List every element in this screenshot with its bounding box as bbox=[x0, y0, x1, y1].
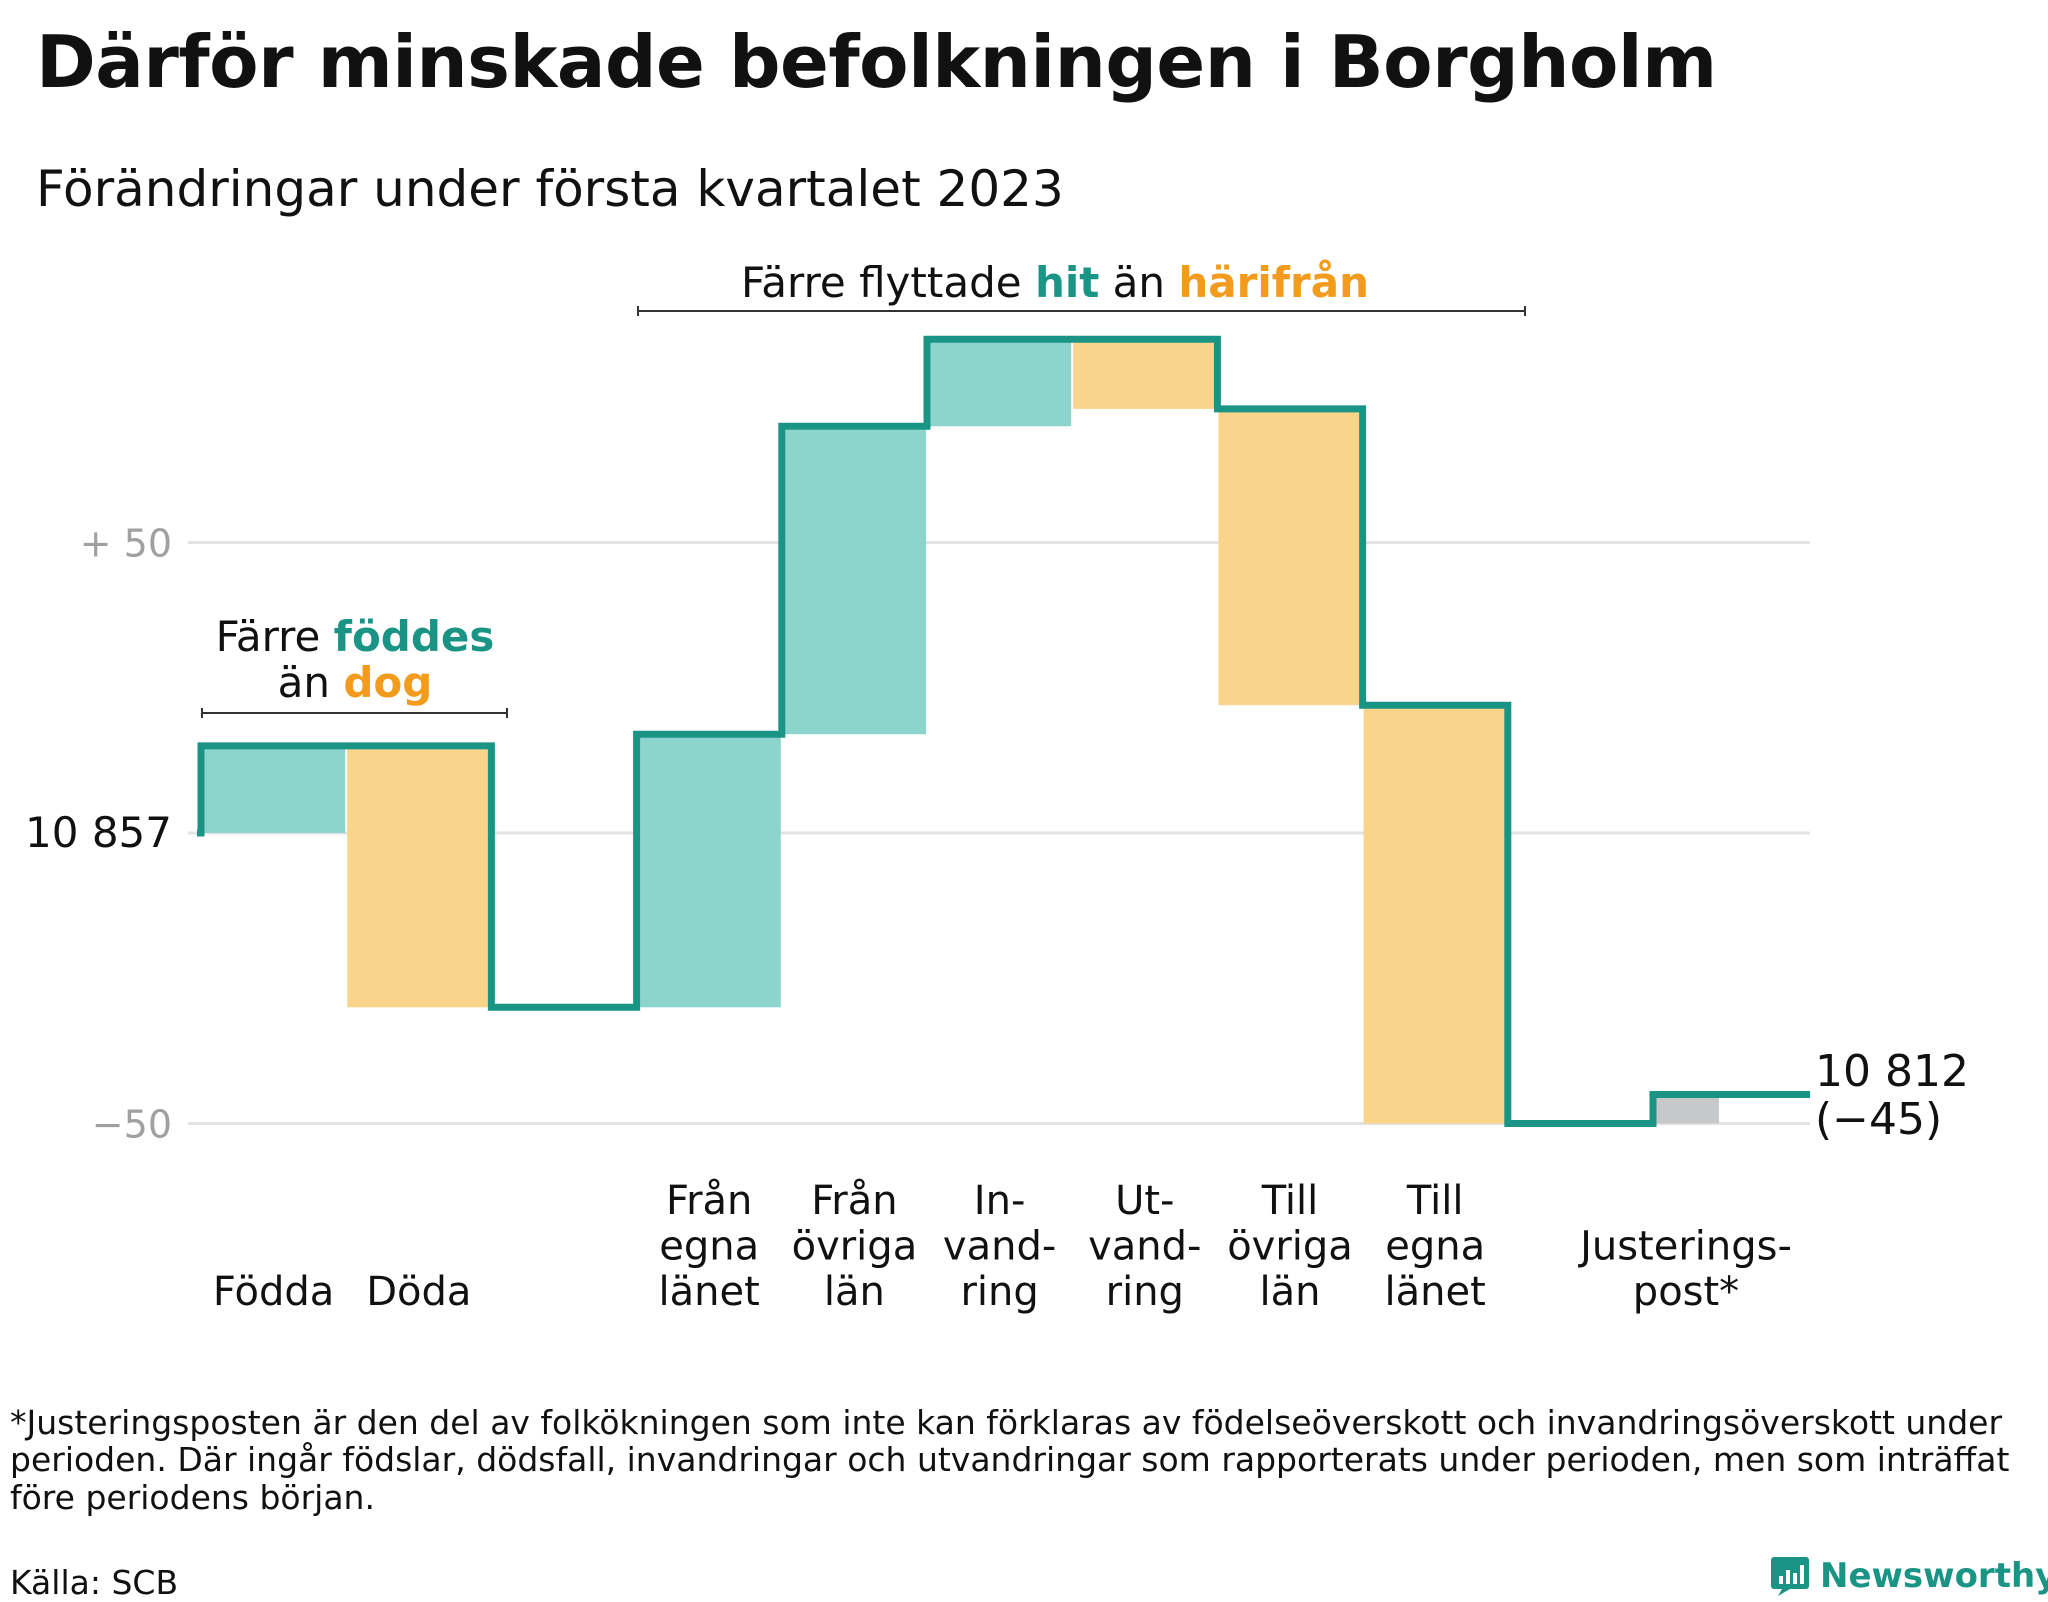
bar-decrease bbox=[1363, 705, 1507, 1124]
bar-increase bbox=[928, 339, 1072, 427]
x-tick-label: Döda bbox=[366, 1269, 471, 1315]
x-tick-label: länet bbox=[659, 1269, 760, 1315]
births-bracket bbox=[201, 708, 508, 718]
y-tick-label: + 50 bbox=[80, 522, 172, 566]
bar-increase bbox=[202, 745, 346, 833]
x-tick-label: Ut- bbox=[1115, 1178, 1174, 1224]
y-tick-label: 10 857 bbox=[25, 808, 172, 857]
bar-increase bbox=[637, 734, 781, 1008]
moves-bracket bbox=[637, 306, 1526, 316]
x-tick-label: ring bbox=[960, 1269, 1038, 1315]
x-tick-label: Från bbox=[666, 1178, 752, 1224]
source-credit: Källa: SCB bbox=[10, 1563, 179, 1602]
x-tick-label: egna bbox=[659, 1224, 759, 1270]
brand-logo: Newsworthy bbox=[1770, 1556, 2048, 1596]
x-tick-label: egna bbox=[1385, 1224, 1485, 1270]
x-tick-label: vand- bbox=[1088, 1224, 1201, 1270]
x-tick-label: Till bbox=[1406, 1178, 1464, 1224]
births-annotation: Färre föddes än dog bbox=[201, 612, 508, 718]
bars bbox=[202, 339, 1719, 1124]
x-tick-label: länet bbox=[1385, 1269, 1486, 1315]
y-axis-labels: + 50 10 857 −50 bbox=[25, 522, 172, 1147]
x-tick-label: Till bbox=[1261, 1178, 1319, 1224]
footnote: *Justeringsposten är den del av folkökni… bbox=[10, 1403, 2010, 1517]
x-tick-label: In- bbox=[974, 1178, 1026, 1224]
y-tick-label: −50 bbox=[92, 1103, 172, 1147]
bar-decrease bbox=[1073, 339, 1217, 409]
x-axis-labels: Födda DödaFrånegnalänetFrånövrigalänIn-va… bbox=[213, 1178, 1792, 1315]
end-change: (−45) bbox=[1815, 1094, 1942, 1145]
moves-annotation: Färre flyttade hit än härifrån bbox=[637, 258, 1526, 316]
chart-subtitle: Förändringar under första kvartalet 2023 bbox=[36, 160, 1064, 218]
x-tick-label: övriga bbox=[792, 1224, 918, 1270]
x-tick-label: Justerings- bbox=[1577, 1224, 1792, 1270]
x-tick-label: län bbox=[824, 1269, 885, 1315]
bar-adjustment bbox=[1654, 1094, 1719, 1124]
end-value-label: 10 812 (−45) bbox=[1815, 1046, 1969, 1145]
x-tick-label: Från bbox=[811, 1178, 897, 1224]
x-tick-label: övriga bbox=[1227, 1224, 1353, 1270]
x-tick-label: post* bbox=[1633, 1269, 1739, 1315]
x-tick-label: ring bbox=[1106, 1269, 1184, 1315]
x-tick-label: Födda bbox=[213, 1269, 334, 1315]
bar-decrease bbox=[1218, 408, 1362, 706]
moves-annotation-text: Färre flyttade hit än härifrån bbox=[741, 258, 1369, 307]
x-tick-label: län bbox=[1260, 1269, 1321, 1315]
newsworthy-logo-icon bbox=[1771, 1557, 1809, 1596]
bar-increase bbox=[782, 426, 926, 735]
chart-title: Därför minskade befolkningen i Borgholm bbox=[36, 20, 1717, 104]
end-value: 10 812 bbox=[1815, 1046, 1969, 1097]
brand-name: Newsworthy bbox=[1820, 1556, 2048, 1596]
x-tick-label: vand- bbox=[943, 1224, 1056, 1270]
bar-decrease bbox=[347, 745, 491, 1008]
births-annotation-line1: Färre föddes bbox=[216, 612, 495, 661]
births-annotation-line2: än dog bbox=[278, 658, 433, 707]
population-step-line bbox=[197, 335, 1810, 1127]
